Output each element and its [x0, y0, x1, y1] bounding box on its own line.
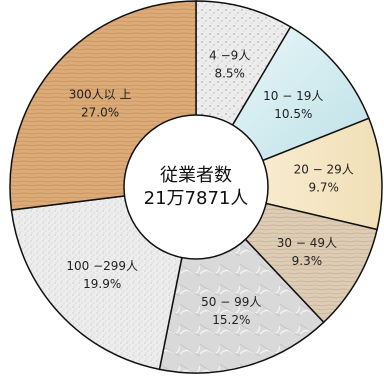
center-title: 従業者数 [160, 165, 232, 186]
slice-percent-2: 9.7% [308, 181, 339, 195]
slice-percent-0: 8.5% [214, 67, 245, 81]
slice-label-0: 4 −9人 [209, 49, 250, 63]
slice-label-5: 100 −299人 [66, 259, 138, 273]
slice-label-3: 30 − 49人 [277, 236, 337, 250]
slice-2 [193, 117, 383, 231]
slice-label-4: 50 − 99人 [201, 295, 261, 309]
center-value: 21万7871人 [144, 188, 249, 209]
slice-percent-4: 15.2% [212, 313, 250, 327]
slice-percent-3: 9.3% [292, 254, 323, 268]
slice-percent-6: 27.0% [81, 105, 119, 119]
labels-layer: 4 −9人 8.5% 10 − 19人 10.5% 20 − 29人 9.7% 30 − 4… [66, 49, 353, 328]
slice-label-2: 20 − 29人 [294, 163, 354, 177]
slice-percent-1: 10.5% [274, 107, 312, 121]
slice-label-6: 300人以 上 [69, 87, 132, 101]
center-hole [123, 114, 269, 260]
slice-percent-5: 19.9% [83, 277, 121, 291]
slice-label-1: 10 − 19人 [263, 89, 323, 103]
